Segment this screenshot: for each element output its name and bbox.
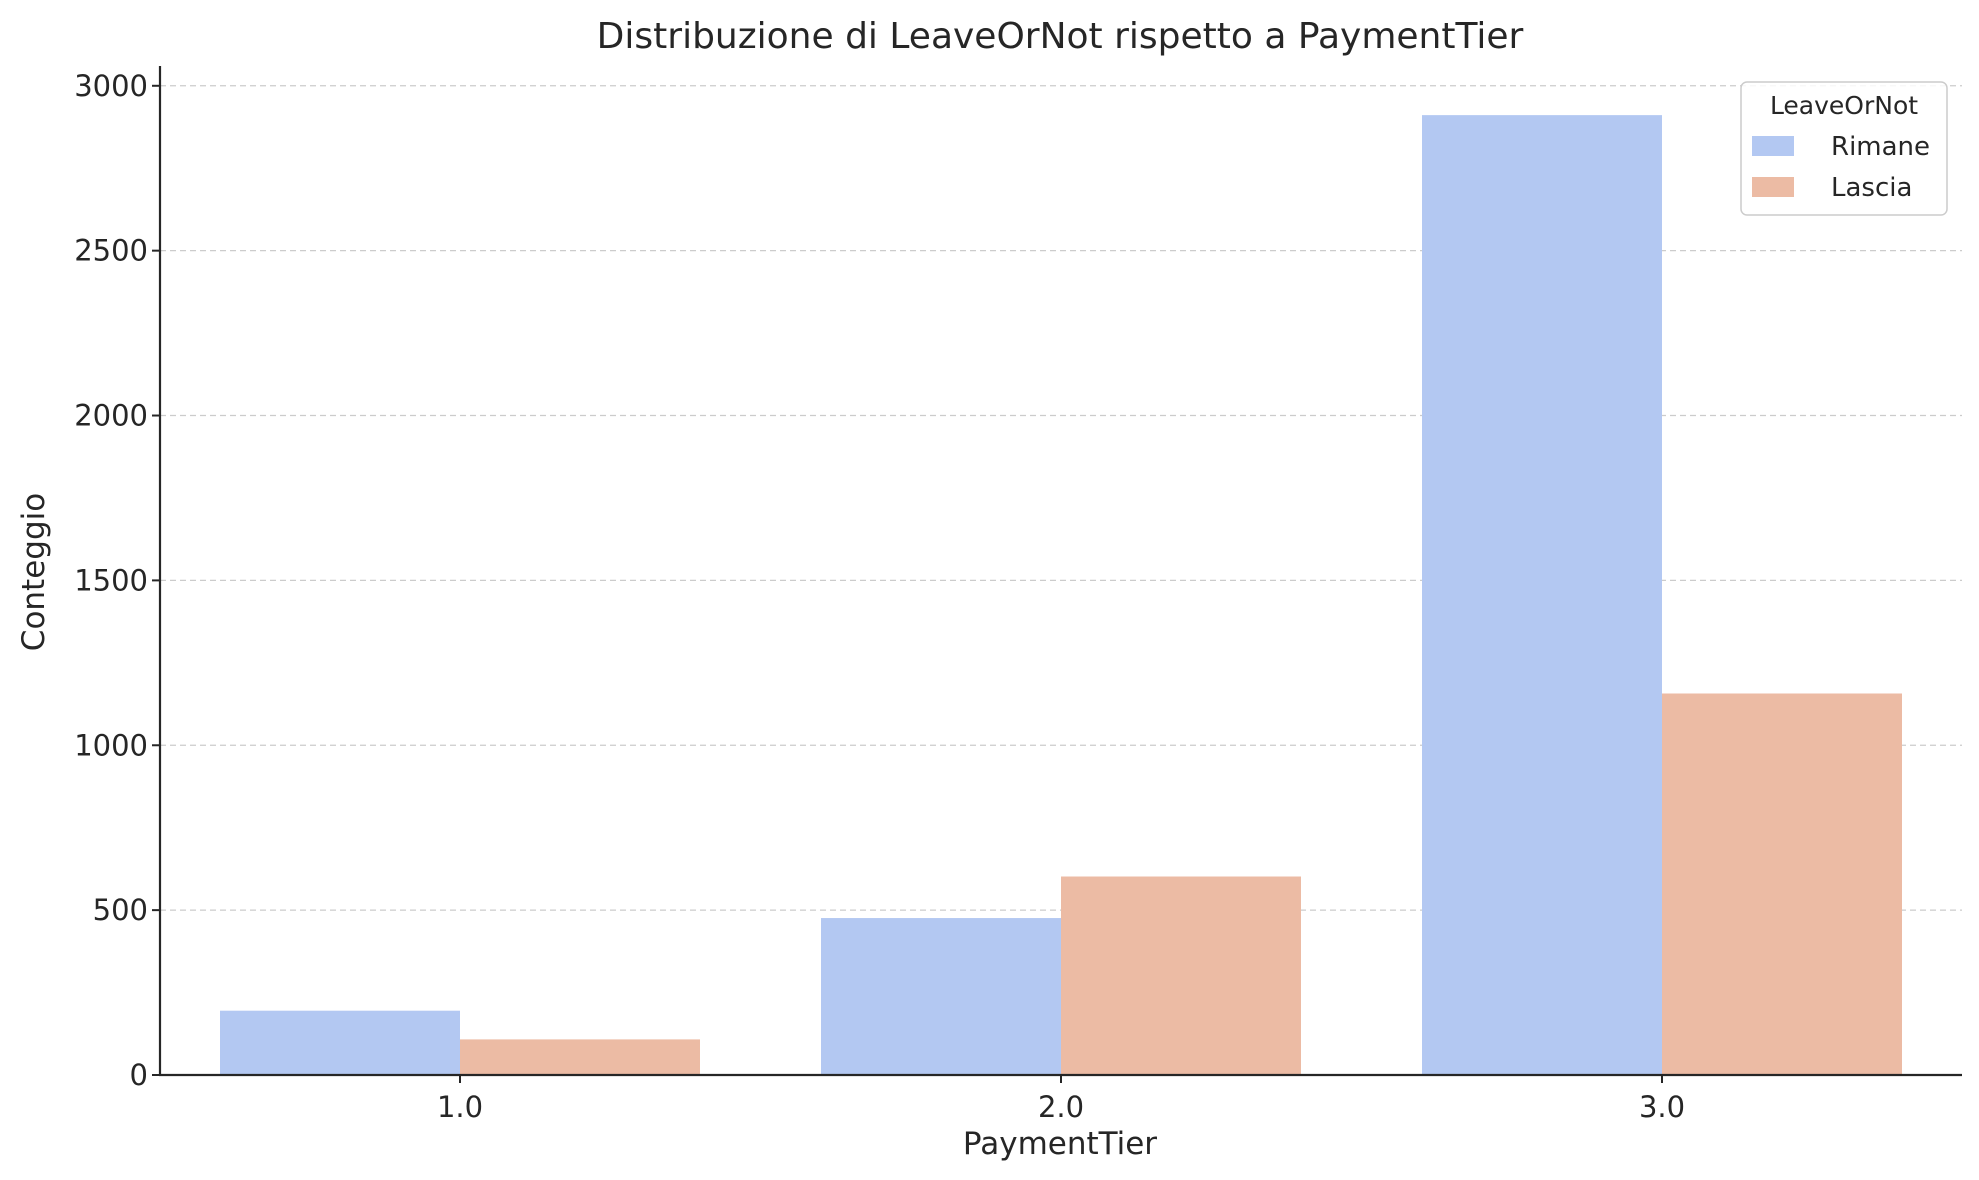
bar-lascia-3.0 <box>1662 693 1902 1075</box>
bar-lascia-1.0 <box>460 1039 700 1075</box>
x-axis-label: PaymentTier <box>963 1126 1157 1162</box>
legend-swatch-lascia <box>1752 177 1794 197</box>
x-axis-ticks: 1.0 2.0 3.0 <box>437 1075 1685 1124</box>
legend-title: LeaveOrNot <box>1770 91 1918 120</box>
x-tick-label: 2.0 <box>1038 1090 1084 1124</box>
y-tick-label: 2500 <box>74 234 148 268</box>
x-tick-label: 3.0 <box>1639 1090 1685 1124</box>
x-tick-label: 1.0 <box>437 1090 483 1124</box>
bar-lascia-2.0 <box>1061 876 1301 1075</box>
bar-rimane-2.0 <box>821 918 1061 1075</box>
chart-title: Distribuzione di LeaveOrNot rispetto a P… <box>597 16 1524 57</box>
y-tick-label: 0 <box>130 1058 148 1092</box>
legend-label-lascia: Lascia <box>1831 173 1912 203</box>
y-tick-label: 500 <box>93 893 148 927</box>
bars <box>220 115 1902 1075</box>
legend-swatch-rimane <box>1752 136 1794 156</box>
y-axis-label: Conteggio <box>16 493 52 651</box>
legend: LeaveOrNot Rimane Lascia <box>1740 81 1948 216</box>
y-tick-label: 1000 <box>74 728 148 762</box>
bar-rimane-3.0 <box>1422 115 1662 1075</box>
bar-rimane-1.0 <box>220 1010 460 1075</box>
y-tick-label: 2000 <box>74 399 148 433</box>
y-axis-ticks: 0 500 1000 1500 2000 2500 3000 <box>74 69 160 1092</box>
y-tick-label: 3000 <box>74 69 148 103</box>
y-tick-label: 1500 <box>74 563 148 597</box>
legend-label-rimane: Rimane <box>1831 132 1930 162</box>
